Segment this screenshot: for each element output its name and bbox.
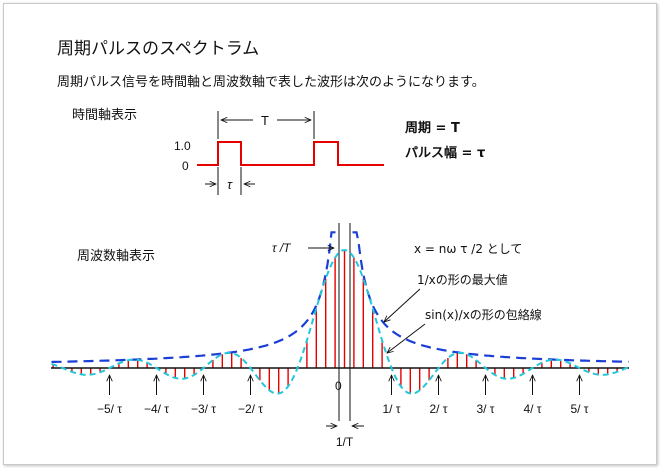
zero-crossing-label: −2/ τ — [238, 402, 263, 416]
one-over-x-pointer — [384, 288, 421, 322]
figure-frame: 周期パルスのスペクトラム 周期パルス信号を時間軸と周波数軸で表した波形は次のよう… — [3, 3, 657, 465]
zero-crossing-label: −3/ τ — [191, 402, 216, 416]
zero-crossing-label: −4/ τ — [144, 402, 169, 416]
period-marker-label: T — [261, 113, 269, 128]
freq-domain-label: 周波数軸表示 — [77, 249, 155, 264]
zero-crossing-label: −5/ τ — [97, 402, 122, 416]
sinc-pointer — [387, 323, 426, 353]
x-definition-note: x = nω τ /2 として — [414, 242, 522, 256]
zero-crossing-label: 4/ τ — [523, 402, 541, 416]
one-over-x-envelope — [51, 231, 629, 364]
description: 周期パルス信号を時間軸と周波数軸で表した波形は次のようになります。 — [57, 74, 485, 90]
one-over-x-note: 1/xの形の最大値 — [417, 272, 508, 287]
spectral-lines — [52, 250, 618, 394]
width-marker-label: τ — [227, 177, 233, 192]
width-note: パルス幅 = τ — [405, 145, 485, 161]
peak-label: τ /T — [272, 241, 292, 255]
pulse-waveform — [197, 141, 384, 166]
level-low-label: 0 — [182, 159, 189, 173]
spacing-label: 1/T — [336, 435, 354, 449]
time-domain-section: 時間軸表示 1.0 0 T τ 周期 = T パルス幅 = τ — [72, 108, 485, 195]
spectrum-figure: 周期パルスのスペクトラム 周期パルス信号を時間軸と周波数軸で表した波形は次のよう… — [51, 39, 630, 449]
zero-crossing-label: 3/ τ — [476, 402, 494, 416]
level-high-label: 1.0 — [174, 139, 191, 153]
origin-label: 0 — [335, 379, 342, 393]
page-title: 周期パルスのスペクトラム — [57, 39, 259, 59]
time-domain-label: 時間軸表示 — [72, 108, 137, 123]
zero-crossing-label: 1/ τ — [382, 402, 400, 416]
freq-domain-section: 周波数軸表示 τ /T 0 1/T x = nω τ /2 として 1/xの形の… — [51, 223, 630, 449]
zero-crossing-ticks: −5/ τ −4/ τ −3/ τ −2/ τ 1/ τ 2/ τ 3/ τ 4/ τ 5/ τ — [97, 375, 589, 416]
sinc-note: sin(x)/xの形の包絡線 — [425, 307, 542, 322]
zero-crossing-label: 5/ τ — [570, 402, 588, 416]
period-note: 周期 = T — [405, 121, 460, 136]
zero-crossing-label: 2/ τ — [429, 402, 447, 416]
sinc-envelope — [51, 249, 630, 395]
